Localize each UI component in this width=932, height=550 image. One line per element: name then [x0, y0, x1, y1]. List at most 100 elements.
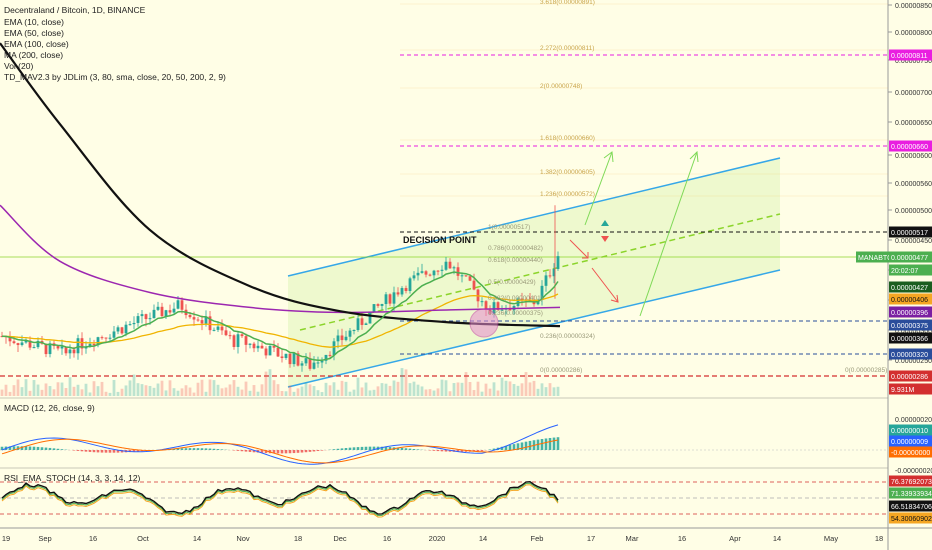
macd-bar	[304, 450, 308, 453]
legend-ema100[interactable]: EMA (100, close)	[4, 39, 69, 49]
volume-bar	[524, 372, 528, 396]
ma200-line[interactable]	[0, 42, 561, 328]
rsi-badge	[889, 487, 932, 499]
projection-arrows[interactable]	[569, 150, 699, 317]
volume-bar	[548, 383, 552, 396]
legend-ma200[interactable]: MA (200, close)	[4, 50, 63, 60]
ema50-line[interactable]	[1, 293, 559, 348]
macd-bar	[344, 447, 348, 450]
candle-body	[304, 358, 308, 364]
time-axis[interactable]: 19 Sep 16 Oct 14 Nov 18 Dec 16 2020 14 Feb 17 Mar 16 Ap…	[2, 534, 883, 543]
price-badge	[889, 332, 932, 344]
rsi-title[interactable]: RSI_EMA_STOCH (14, 3, 3, 14, 12)	[4, 473, 141, 483]
price-tick-label: 0.00000250	[895, 358, 932, 365]
macd-bar	[276, 450, 280, 454]
candle-body	[432, 270, 436, 276]
rsi-line[interactable]	[1, 480, 559, 515]
macd-bar	[84, 450, 88, 452]
volume-bar	[140, 384, 144, 396]
macd-title[interactable]: MACD (12, 26, close, 9)	[4, 403, 95, 413]
candle-body	[456, 267, 460, 276]
rsi-badge	[889, 500, 932, 512]
volume-bar	[416, 384, 420, 396]
candle-body	[20, 342, 24, 346]
signal-line[interactable]	[1, 438, 559, 464]
rsi-ema-line[interactable]	[1, 482, 559, 517]
macd-bar	[72, 450, 76, 451]
macd-line[interactable]	[1, 424, 559, 465]
time-tick-label: 17	[587, 534, 595, 543]
macd-bar	[108, 450, 112, 453]
price-tick-label: 0.00000300	[895, 328, 932, 335]
macd-bar	[0, 446, 4, 450]
macd-bar	[20, 446, 24, 450]
volume-bar	[300, 386, 304, 396]
candle-body	[196, 319, 200, 321]
macd-badge-label: 0.00000010	[891, 428, 928, 435]
highlight-circle[interactable]	[469, 308, 499, 338]
volume-bar	[224, 387, 228, 396]
legend-volume[interactable]: Vol (20)	[4, 61, 33, 71]
candle-body	[212, 329, 216, 331]
volume-bar	[132, 374, 136, 396]
candle-body	[284, 353, 288, 359]
legend-td-mav[interactable]: TD_MAV2.3 by JDLim (3, 80, sma, close, 2…	[4, 72, 226, 82]
ema10-line[interactable]	[1, 271, 559, 362]
channel-upper-line[interactable]	[287, 157, 781, 277]
rsi-stoch-line[interactable]	[1, 484, 559, 518]
volume-bar	[232, 380, 236, 396]
candle-body	[340, 335, 344, 341]
macd-bar	[44, 447, 48, 450]
volume-bar	[352, 389, 356, 396]
candle-body	[24, 340, 28, 343]
volume-bar	[356, 377, 360, 396]
price-badge	[889, 319, 932, 331]
macd-badge-label: -0.00000000	[891, 450, 930, 457]
volume-bar	[0, 389, 4, 396]
volume-bar	[92, 381, 96, 396]
legend-ema50[interactable]: EMA (50, close)	[4, 28, 64, 38]
volume-bar	[464, 372, 468, 396]
candle-body	[252, 343, 256, 349]
volume-bar	[276, 384, 280, 396]
price-axis[interactable]: 0.00000850 0.00000800 0.00000750 0.00000700…	[888, 3, 932, 365]
time-tick-label: 16	[89, 534, 97, 543]
volume-bar	[496, 390, 500, 396]
candlesticks	[0, 205, 560, 372]
macd-bar	[136, 450, 140, 452]
volume-bar	[380, 383, 384, 396]
legend-ema10[interactable]: EMA (10, close)	[4, 17, 64, 27]
macd-bar	[56, 448, 60, 450]
volume-bar	[292, 391, 296, 396]
macd-bar	[8, 446, 12, 450]
candle-body	[280, 356, 284, 359]
macd-bar	[92, 450, 96, 453]
ema100-line[interactable]	[0, 204, 561, 314]
price-badge	[889, 348, 932, 360]
time-tick-label: Oct	[137, 534, 150, 543]
macd-bar	[12, 446, 16, 450]
channel-mid-line[interactable]	[299, 213, 781, 331]
candle-body	[356, 318, 360, 331]
candle-body	[124, 324, 128, 334]
price-badge	[889, 370, 932, 382]
candle-body	[452, 267, 456, 269]
macd-bar	[552, 437, 556, 450]
macd-bar	[288, 450, 292, 454]
volume-bar	[208, 379, 212, 396]
volume-bar	[428, 389, 432, 396]
volume-bar	[320, 392, 324, 396]
macd-bar	[292, 450, 296, 454]
volume-bar	[448, 391, 452, 396]
volume-bar	[72, 386, 76, 396]
volume-bar	[284, 391, 288, 396]
time-tick-label: Nov	[236, 534, 250, 543]
volume-bar	[36, 384, 40, 396]
volume-bar	[484, 383, 488, 396]
channel-lower-line[interactable]	[287, 269, 781, 388]
volume-bar	[188, 387, 192, 396]
price-badge	[889, 251, 932, 263]
volume-bar	[272, 380, 276, 396]
macd-bar	[520, 442, 524, 450]
